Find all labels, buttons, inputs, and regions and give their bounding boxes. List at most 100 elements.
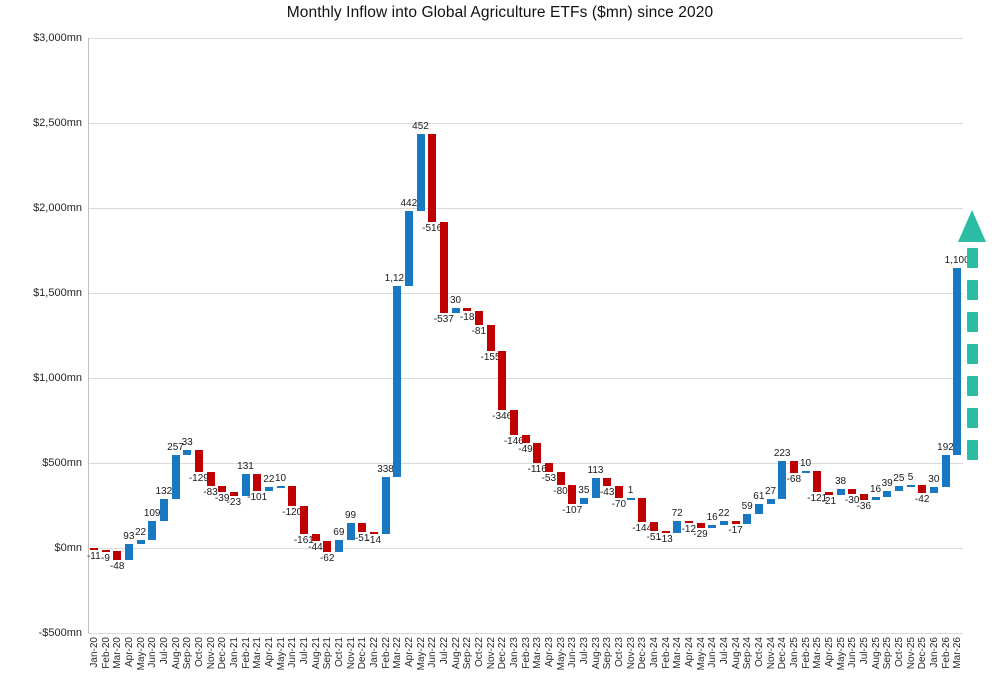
bar-value-label: 25 <box>893 473 905 485</box>
bar-value-label: 38 <box>834 475 847 487</box>
bar-value-label: 16 <box>706 511 718 523</box>
waterfall-bar <box>929 487 938 493</box>
y-axis-label: $2,000mn <box>33 202 82 214</box>
bar-value-label: 5 <box>907 472 914 484</box>
waterfall-bar <box>684 520 693 523</box>
waterfall-bar <box>941 454 950 488</box>
bar-value-label: -30 <box>844 494 860 506</box>
waterfall-bar <box>101 549 110 552</box>
bar-value-label: 61 <box>753 490 765 502</box>
waterfall-bar <box>894 486 903 491</box>
y-axis-label: $1,000mn <box>33 372 82 384</box>
bar-value-label: 192 <box>937 441 954 453</box>
waterfall-bar <box>918 485 927 493</box>
bar-value-label: -537 <box>433 314 454 326</box>
y-axis-label: $0mn <box>54 542 82 554</box>
waterfall-bar <box>148 521 157 540</box>
waterfall-bar <box>871 497 880 500</box>
waterfall-bar <box>311 533 320 542</box>
waterfall-bar <box>498 351 507 410</box>
waterfall-bar <box>428 134 437 222</box>
gridline <box>88 378 963 379</box>
waterfall-bar <box>696 522 705 528</box>
bar-value-label: -23 <box>226 497 242 509</box>
gridline <box>88 208 963 209</box>
waterfall-bar <box>603 478 612 486</box>
bar-value-label: 338 <box>377 463 394 475</box>
bar-value-label: -29 <box>693 528 708 540</box>
waterfall-bar <box>264 487 273 492</box>
bar-value-label: -70 <box>611 498 627 510</box>
waterfall-bar <box>556 471 565 486</box>
bar-value-label: -146 <box>503 435 524 447</box>
waterfall-bar <box>813 470 822 492</box>
waterfall-bar <box>381 476 390 535</box>
bar-value-label: 22 <box>718 508 730 520</box>
waterfall-bar <box>416 134 425 211</box>
waterfall-bar <box>171 455 180 500</box>
waterfall-bar <box>789 461 798 473</box>
waterfall-bar <box>229 492 238 497</box>
arrow-dash <box>966 440 978 460</box>
bar-value-label: -81 <box>471 325 487 337</box>
bar-value-label: 131 <box>237 461 254 473</box>
arrow-dash <box>966 248 978 268</box>
waterfall-bar <box>369 531 378 535</box>
bar-value-label: 10 <box>799 457 812 469</box>
waterfall-bar <box>673 520 682 533</box>
waterfall-bar <box>638 497 647 522</box>
bar-value-label: -80 <box>553 486 568 498</box>
waterfall-bar <box>463 307 472 311</box>
arrow-dash <box>966 376 978 396</box>
bar-value-label: -42 <box>914 493 930 505</box>
waterfall-bar <box>89 548 98 550</box>
waterfall-bar <box>906 485 915 488</box>
waterfall-bar <box>719 521 728 525</box>
waterfall-bar <box>218 485 227 493</box>
y-axis-label: $500mn <box>42 457 82 469</box>
bar-value-label: -83 <box>203 486 218 498</box>
bar-value-label: -101 <box>247 492 268 504</box>
waterfall-bar <box>568 485 577 504</box>
waterfall-bar <box>509 409 518 435</box>
waterfall-bar <box>579 497 588 504</box>
bar-value-label: 16 <box>869 484 882 496</box>
waterfall-bar <box>661 530 670 533</box>
gridline <box>88 38 963 39</box>
waterfall-bar <box>194 449 203 472</box>
waterfall-bar <box>334 539 343 552</box>
bar-value-label: 99 <box>344 510 357 521</box>
waterfall-bar <box>346 523 355 540</box>
waterfall-bar <box>754 503 763 514</box>
bar-value-label: 109 <box>143 508 161 520</box>
waterfall-bar <box>276 485 285 488</box>
bar-value-label: -14 <box>366 535 382 547</box>
waterfall-bar <box>206 471 215 486</box>
waterfall-bar <box>451 307 460 314</box>
bar-value-label: -18 <box>459 312 475 324</box>
bar-value-label: 72 <box>671 507 683 519</box>
waterfall-bar <box>953 267 962 455</box>
y-axis-line <box>88 38 89 633</box>
waterfall-bar <box>241 474 250 497</box>
gridline <box>88 633 963 634</box>
bar-value-label: -68 <box>786 473 802 485</box>
bar-value-label: -51 <box>646 531 662 543</box>
waterfall-bar <box>299 506 308 534</box>
bar-value-label: 30 <box>928 474 940 486</box>
waterfall-bar <box>474 311 483 325</box>
arrow-dash <box>966 280 978 300</box>
bar-value-label: 93 <box>123 530 135 542</box>
arrow-dash <box>966 344 978 364</box>
bar-value-label: 223 <box>773 448 791 460</box>
gridline <box>88 293 963 294</box>
waterfall-bar <box>533 443 542 463</box>
waterfall-bar <box>859 493 868 500</box>
waterfall-bar <box>743 514 752 525</box>
bar-value-label: -21 <box>821 496 837 508</box>
y-axis-label: $2,500mn <box>33 117 82 129</box>
waterfall-bar <box>136 540 145 544</box>
bar-value-label: 22 <box>134 527 147 538</box>
bar-value-label: -129 <box>188 472 209 484</box>
